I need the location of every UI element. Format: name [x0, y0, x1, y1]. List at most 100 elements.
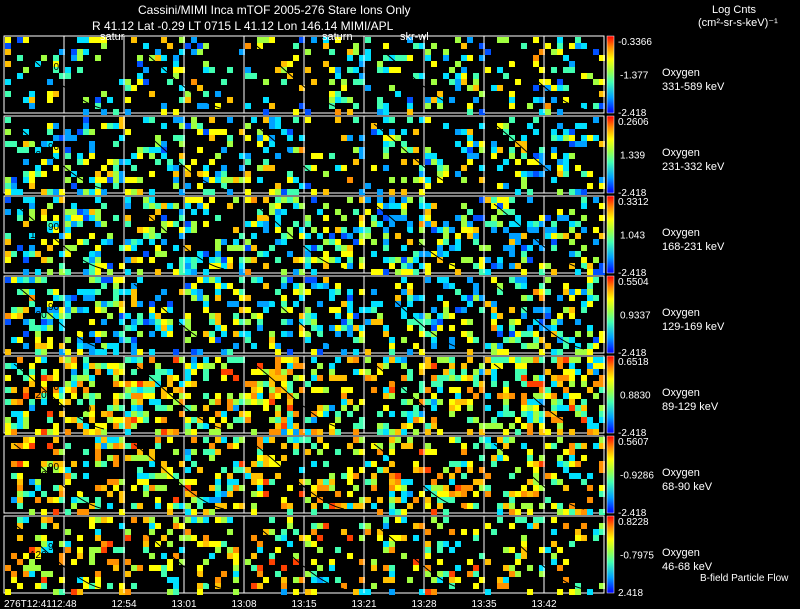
- pixel-cell: [77, 423, 83, 429]
- pixel-cell: [143, 455, 149, 461]
- pixel-cell: [41, 257, 47, 263]
- pixel-cell: [125, 423, 131, 429]
- pixel-cell: [419, 203, 425, 209]
- pixel-cell: [221, 541, 227, 547]
- pixel-cell: [167, 509, 173, 515]
- pixel-cell: [17, 535, 23, 541]
- pixel-cell: [77, 159, 83, 165]
- pitch-angle-contour: [133, 443, 225, 510]
- pixel-cell: [173, 375, 179, 381]
- pixel-cell: [71, 473, 77, 479]
- pixel-cell: [545, 79, 551, 85]
- pixel-cell: [83, 189, 89, 195]
- pixel-cell: [527, 221, 533, 227]
- pixel-cell: [59, 553, 65, 559]
- pixel-cell: [113, 485, 119, 491]
- pixel-cell: [305, 307, 311, 313]
- pixel-cell: [569, 135, 575, 141]
- pixel-cell: [5, 399, 11, 405]
- pixel-cell: [185, 171, 191, 177]
- pixel-cell: [77, 331, 83, 337]
- pixel-cell: [551, 393, 557, 399]
- pixel-cell: [329, 79, 335, 85]
- pixel-cell: [47, 541, 53, 547]
- pixel-cell: [311, 375, 317, 381]
- pixel-cell: [29, 509, 35, 515]
- pixel-cell: [83, 37, 89, 43]
- pixel-cell: [191, 283, 197, 289]
- pixel-cell: [461, 295, 467, 301]
- pixel-cell: [221, 325, 227, 331]
- pixel-cell: [227, 479, 233, 485]
- pixel-cell: [425, 153, 431, 159]
- pixel-cell: [551, 349, 557, 355]
- pixel-cell: [233, 461, 239, 467]
- pixel-cell: [293, 55, 299, 61]
- pixel-cell: [293, 443, 299, 449]
- pixel-cell: [113, 437, 119, 443]
- pixel-cell: [407, 109, 413, 115]
- pixel-cell: [281, 423, 287, 429]
- pixel-cell: [461, 473, 467, 479]
- pixel-cell: [569, 455, 575, 461]
- pixel-cell: [491, 357, 497, 363]
- pixel-cell: [239, 319, 245, 325]
- pixel-cell: [509, 325, 515, 331]
- pixel-cell: [29, 91, 35, 97]
- pixel-cell: [281, 79, 287, 85]
- pixel-cell: [197, 503, 203, 509]
- pixel-cell: [83, 497, 89, 503]
- pixel-cell: [449, 357, 455, 363]
- pixel-cell: [113, 423, 119, 429]
- pixel-cell: [413, 129, 419, 135]
- pixel-cell: [323, 37, 329, 43]
- pixel-cell: [305, 215, 311, 221]
- pixel-cell: [335, 491, 341, 497]
- pixel-cell: [191, 449, 197, 455]
- pixel-cell: [503, 245, 509, 251]
- pixel-cell: [551, 517, 557, 523]
- pixel-cell: [119, 277, 125, 283]
- pixel-cell: [191, 461, 197, 467]
- pixel-cell: [455, 215, 461, 221]
- pixel-cell: [317, 497, 323, 503]
- pixel-cell: [299, 103, 305, 109]
- pixel-cell: [173, 357, 179, 363]
- pixel-cell: [119, 337, 125, 343]
- pixel-cell: [269, 103, 275, 109]
- pixel-cell: [593, 363, 599, 369]
- pixel-cell: [149, 55, 155, 61]
- pixel-cell: [407, 283, 413, 289]
- pixel-cell: [5, 37, 11, 43]
- pixel-cell: [587, 369, 593, 375]
- pixel-cell: [359, 449, 365, 455]
- pixel-cell: [473, 417, 479, 423]
- pixel-cell: [197, 197, 203, 203]
- pixel-cell: [143, 203, 149, 209]
- pixel-cell: [425, 269, 431, 275]
- pixel-cell: [77, 177, 83, 183]
- pixel-cell: [233, 405, 239, 411]
- pixel-cell: [173, 183, 179, 189]
- pixel-cell: [215, 263, 221, 269]
- pixel-cell: [431, 325, 437, 331]
- pixel-cell: [155, 295, 161, 301]
- pixel-cell: [101, 411, 107, 417]
- pixel-cell: [113, 547, 119, 553]
- pixel-cell: [479, 437, 485, 443]
- pixel-cell: [95, 257, 101, 263]
- pixel-cell: [569, 449, 575, 455]
- pixel-cell: [137, 417, 143, 423]
- pixel-cell: [179, 215, 185, 221]
- pixel-cell: [425, 553, 431, 559]
- pixel-cell: [287, 411, 293, 417]
- pixel-cell: [53, 393, 59, 399]
- pixel-cell: [533, 357, 539, 363]
- pixel-cell: [509, 153, 515, 159]
- pixel-cell: [287, 61, 293, 67]
- pixel-cell: [89, 153, 95, 159]
- pixel-cell: [107, 517, 113, 523]
- pixel-cell: [281, 387, 287, 393]
- pixel-cell: [533, 517, 539, 523]
- pixel-cell: [317, 209, 323, 215]
